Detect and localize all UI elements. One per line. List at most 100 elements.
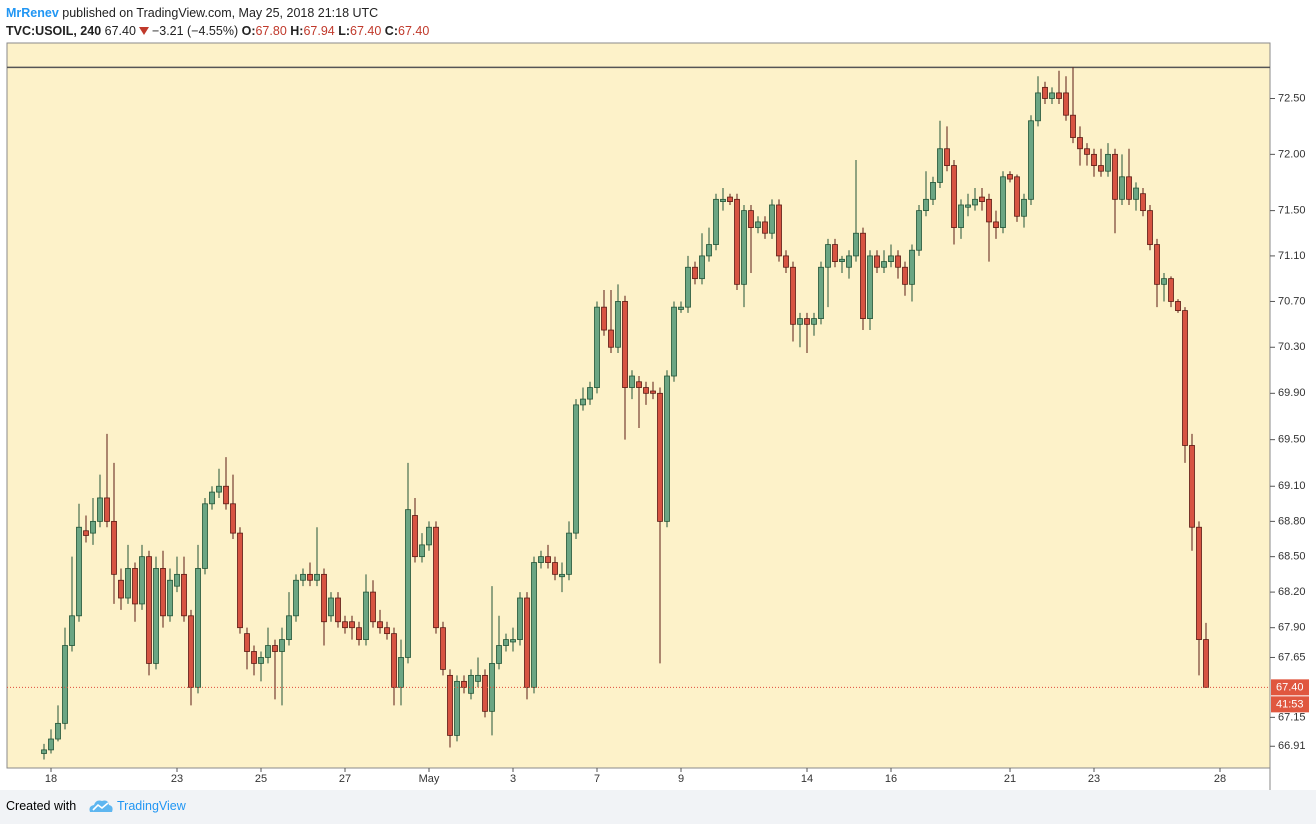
y-tick-label: 68.80 (1278, 515, 1306, 527)
candle-body (412, 515, 418, 558)
candle-body (265, 645, 271, 658)
candle-body (930, 182, 936, 200)
candle-body (454, 680, 460, 736)
candle-body (846, 255, 852, 268)
candle-body (622, 301, 628, 388)
candle-body (405, 509, 411, 658)
candle-body (664, 375, 670, 522)
x-tick-label: 14 (801, 773, 813, 785)
candle-body (783, 255, 789, 268)
candle-body (1161, 278, 1167, 285)
countdown-box (1271, 696, 1309, 713)
candle-body (601, 306, 607, 331)
candle-body (1147, 210, 1153, 245)
candle-body (958, 204, 964, 228)
candle-body (335, 597, 341, 623)
created-with: Created with (6, 799, 77, 813)
candle-body (1140, 193, 1146, 212)
y-tick-label: 69.50 (1278, 434, 1306, 446)
candle-body (839, 258, 845, 262)
x-tick-label: 16 (885, 773, 897, 785)
candle-body (216, 485, 222, 493)
y-tick-label: 72.50 (1278, 92, 1306, 104)
candle-body (573, 404, 579, 534)
candle-body (293, 579, 299, 617)
candle-body (776, 204, 782, 257)
y-tick-label: 69.10 (1278, 480, 1306, 492)
candle-body (419, 544, 425, 558)
candle-body (979, 196, 985, 202)
candle-body (328, 597, 334, 617)
change: −3.21 (−4.55%) (151, 24, 239, 38)
candle-body (391, 633, 397, 688)
ohlc-value: 67.40 (350, 24, 382, 38)
x-tick-label: 23 (171, 773, 183, 785)
candle-body (895, 255, 901, 268)
candle-body (321, 573, 327, 623)
x-tick-label: May (419, 773, 440, 785)
candle-body (874, 255, 880, 268)
candle-body (510, 639, 516, 643)
y-tick-label: 71.10 (1278, 250, 1306, 262)
y-tick-label: 68.20 (1278, 586, 1306, 598)
candle-body (615, 301, 621, 348)
candle-body (587, 387, 593, 400)
y-tick-label: 72.00 (1278, 148, 1306, 160)
candle-body (1014, 176, 1020, 217)
candle-body (986, 198, 992, 223)
candle-body (741, 210, 747, 285)
x-tick-label: 7 (594, 773, 600, 785)
candle-body (258, 657, 264, 664)
y-tick-label: 67.65 (1278, 651, 1306, 663)
ohlc-value: 67.40 (398, 24, 430, 38)
candle-body (734, 198, 740, 285)
candle-body (181, 573, 187, 617)
candle-body (1098, 165, 1104, 172)
candle-body (629, 375, 635, 388)
candle-body (1070, 114, 1076, 138)
y-tick-label: 67.15 (1278, 711, 1306, 723)
candle-body (685, 266, 691, 308)
candle-body (1168, 278, 1174, 302)
candle-body (384, 627, 390, 635)
x-tick-label: 28 (1214, 773, 1226, 785)
brand[interactable]: TradingView (117, 799, 186, 813)
candle-body (1203, 639, 1209, 688)
candle-body (188, 615, 194, 688)
candle-body (461, 680, 467, 688)
candle-body (202, 503, 208, 569)
candle-body (790, 266, 796, 325)
candle-body (867, 255, 873, 319)
ohlc-label: O: (241, 24, 256, 38)
candle-body (433, 526, 439, 629)
candle-body (363, 591, 369, 640)
candle-body (209, 491, 215, 505)
candle-body (482, 674, 488, 712)
candle-body (153, 568, 159, 664)
ohlc-value: 67.94 (303, 24, 335, 38)
candle-body (489, 663, 495, 712)
candle-body (251, 651, 257, 664)
candle-body (1056, 92, 1062, 99)
candle-body (230, 503, 236, 534)
candle-body (76, 526, 82, 617)
candle-body (307, 573, 313, 581)
candle-body (48, 738, 54, 751)
candle-body (531, 562, 537, 688)
candle-body (447, 674, 453, 736)
candle-body (69, 615, 75, 646)
countdown: 41:53 (1276, 698, 1304, 710)
candle-body (195, 568, 201, 688)
candle-body (1119, 176, 1125, 200)
last-price-box (1271, 679, 1309, 696)
y-tick-label: 66.91 (1278, 740, 1306, 752)
candle-body (41, 749, 47, 754)
author[interactable]: MrRenev (6, 6, 59, 20)
candle-body (797, 318, 803, 325)
candle-body (727, 196, 733, 202)
candle-body (1035, 92, 1041, 122)
y-tick-label: 70.30 (1278, 341, 1306, 353)
candle-body (755, 221, 761, 228)
candle-body (1049, 92, 1055, 99)
candle-body (1133, 187, 1139, 200)
